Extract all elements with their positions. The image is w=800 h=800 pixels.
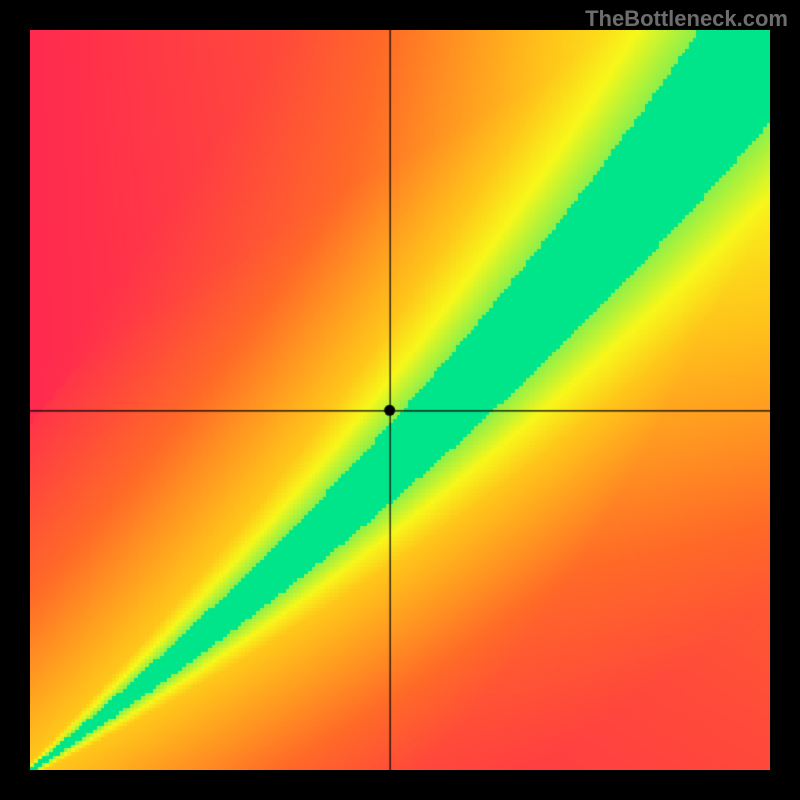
- bottleneck-heatmap: [30, 30, 770, 770]
- watermark-text: TheBottleneck.com: [585, 6, 788, 32]
- chart-container: { "watermark": { "text": "TheBottleneck.…: [0, 0, 800, 800]
